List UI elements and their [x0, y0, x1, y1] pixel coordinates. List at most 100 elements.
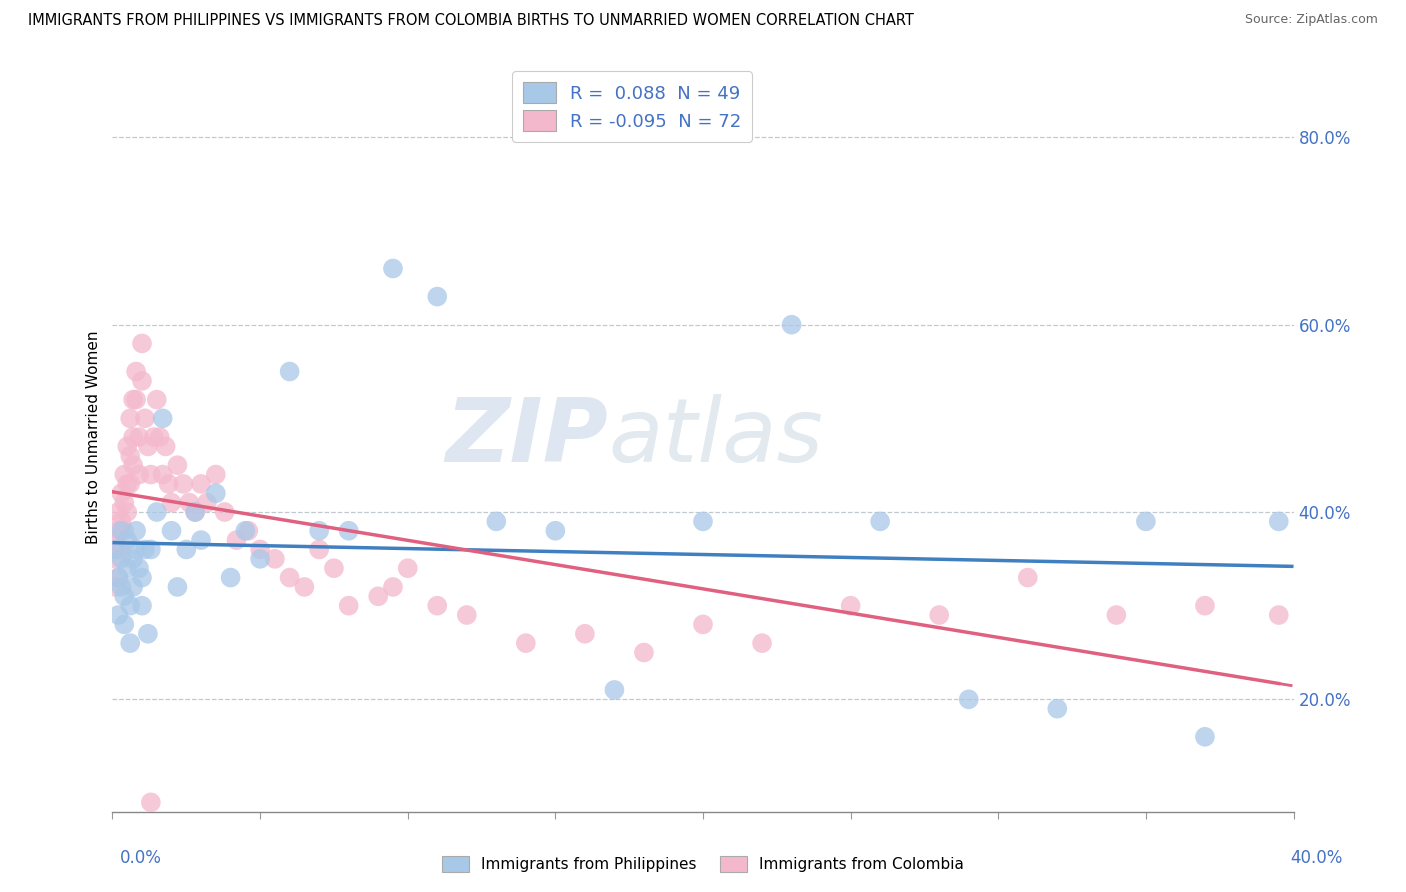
Point — [136, 440, 159, 453]
Legend: Immigrants from Philippines, Immigrants from Colombia: Immigrants from Philippines, Immigrants … — [434, 848, 972, 880]
Point — [110, 514, 132, 528]
Point — [139, 467, 162, 482]
Text: IMMIGRANTS FROM PHILIPPINES VS IMMIGRANTS FROM COLOMBIA BIRTHS TO UNMARRIED WOME: IMMIGRANTS FROM PHILIPPINES VS IMMIGRANT… — [28, 13, 914, 29]
Point — [166, 580, 188, 594]
Point — [120, 476, 142, 491]
Point — [122, 458, 145, 473]
Point — [382, 580, 405, 594]
Text: ZIP: ZIP — [446, 393, 609, 481]
Point — [125, 542, 148, 557]
Point — [1194, 599, 1216, 613]
Point — [184, 505, 207, 519]
Point — [120, 449, 142, 463]
Point — [957, 692, 980, 706]
Point — [117, 533, 138, 547]
Point — [107, 524, 129, 538]
Point — [104, 551, 127, 566]
Point — [214, 505, 236, 519]
Point — [131, 571, 153, 585]
Point — [122, 430, 145, 444]
Point — [142, 430, 165, 444]
Point — [122, 551, 145, 566]
Point — [152, 411, 174, 425]
Point — [125, 524, 148, 538]
Point — [112, 617, 135, 632]
Point — [869, 514, 891, 528]
Point — [485, 514, 508, 528]
Point — [323, 561, 346, 575]
Point — [146, 392, 169, 407]
Point — [136, 626, 159, 640]
Point — [155, 440, 177, 453]
Legend: R =  0.088  N = 49, R = -0.095  N = 72: R = 0.088 N = 49, R = -0.095 N = 72 — [512, 71, 752, 142]
Point — [120, 411, 142, 425]
Point — [456, 608, 478, 623]
Point — [174, 542, 197, 557]
Point — [184, 505, 207, 519]
Point — [396, 561, 419, 575]
Point — [382, 261, 405, 276]
Point — [131, 336, 153, 351]
Point — [367, 589, 389, 603]
Point — [160, 496, 183, 510]
Point — [104, 542, 127, 557]
Point — [190, 476, 212, 491]
Point — [179, 496, 201, 510]
Point — [120, 599, 142, 613]
Point — [337, 524, 360, 538]
Point — [125, 364, 148, 378]
Point — [1105, 608, 1128, 623]
Point — [278, 364, 301, 378]
Point — [139, 542, 162, 557]
Point — [128, 430, 150, 444]
Point — [131, 599, 153, 613]
Point — [308, 524, 330, 538]
Point — [117, 561, 138, 575]
Point — [205, 486, 228, 500]
Point — [157, 476, 180, 491]
Point — [107, 542, 129, 557]
Point — [292, 580, 315, 594]
Point — [152, 467, 174, 482]
Point — [122, 392, 145, 407]
Point — [112, 524, 135, 538]
Point — [308, 542, 330, 557]
Point — [117, 476, 138, 491]
Point — [104, 533, 127, 547]
Point — [780, 318, 803, 332]
Point — [249, 551, 271, 566]
Text: atlas: atlas — [609, 394, 824, 480]
Point — [134, 411, 156, 425]
Text: 40.0%: 40.0% — [1291, 849, 1343, 867]
Point — [117, 505, 138, 519]
Point — [544, 524, 567, 538]
Point — [205, 467, 228, 482]
Point — [751, 636, 773, 650]
Point — [128, 467, 150, 482]
Point — [131, 374, 153, 388]
Point — [574, 626, 596, 640]
Point — [134, 542, 156, 557]
Y-axis label: Births to Unmarried Women: Births to Unmarried Women — [86, 330, 101, 544]
Point — [110, 542, 132, 557]
Point — [125, 392, 148, 407]
Point — [1135, 514, 1157, 528]
Point — [839, 599, 862, 613]
Point — [110, 486, 132, 500]
Point — [112, 496, 135, 510]
Point — [112, 589, 135, 603]
Point — [160, 524, 183, 538]
Point — [195, 496, 218, 510]
Point — [107, 505, 129, 519]
Point — [426, 289, 449, 303]
Point — [1046, 701, 1069, 715]
Point — [1017, 571, 1039, 585]
Point — [1268, 608, 1291, 623]
Point — [166, 458, 188, 473]
Point — [110, 580, 132, 594]
Point — [107, 608, 129, 623]
Point — [928, 608, 950, 623]
Point — [692, 617, 714, 632]
Point — [110, 551, 132, 566]
Point — [146, 505, 169, 519]
